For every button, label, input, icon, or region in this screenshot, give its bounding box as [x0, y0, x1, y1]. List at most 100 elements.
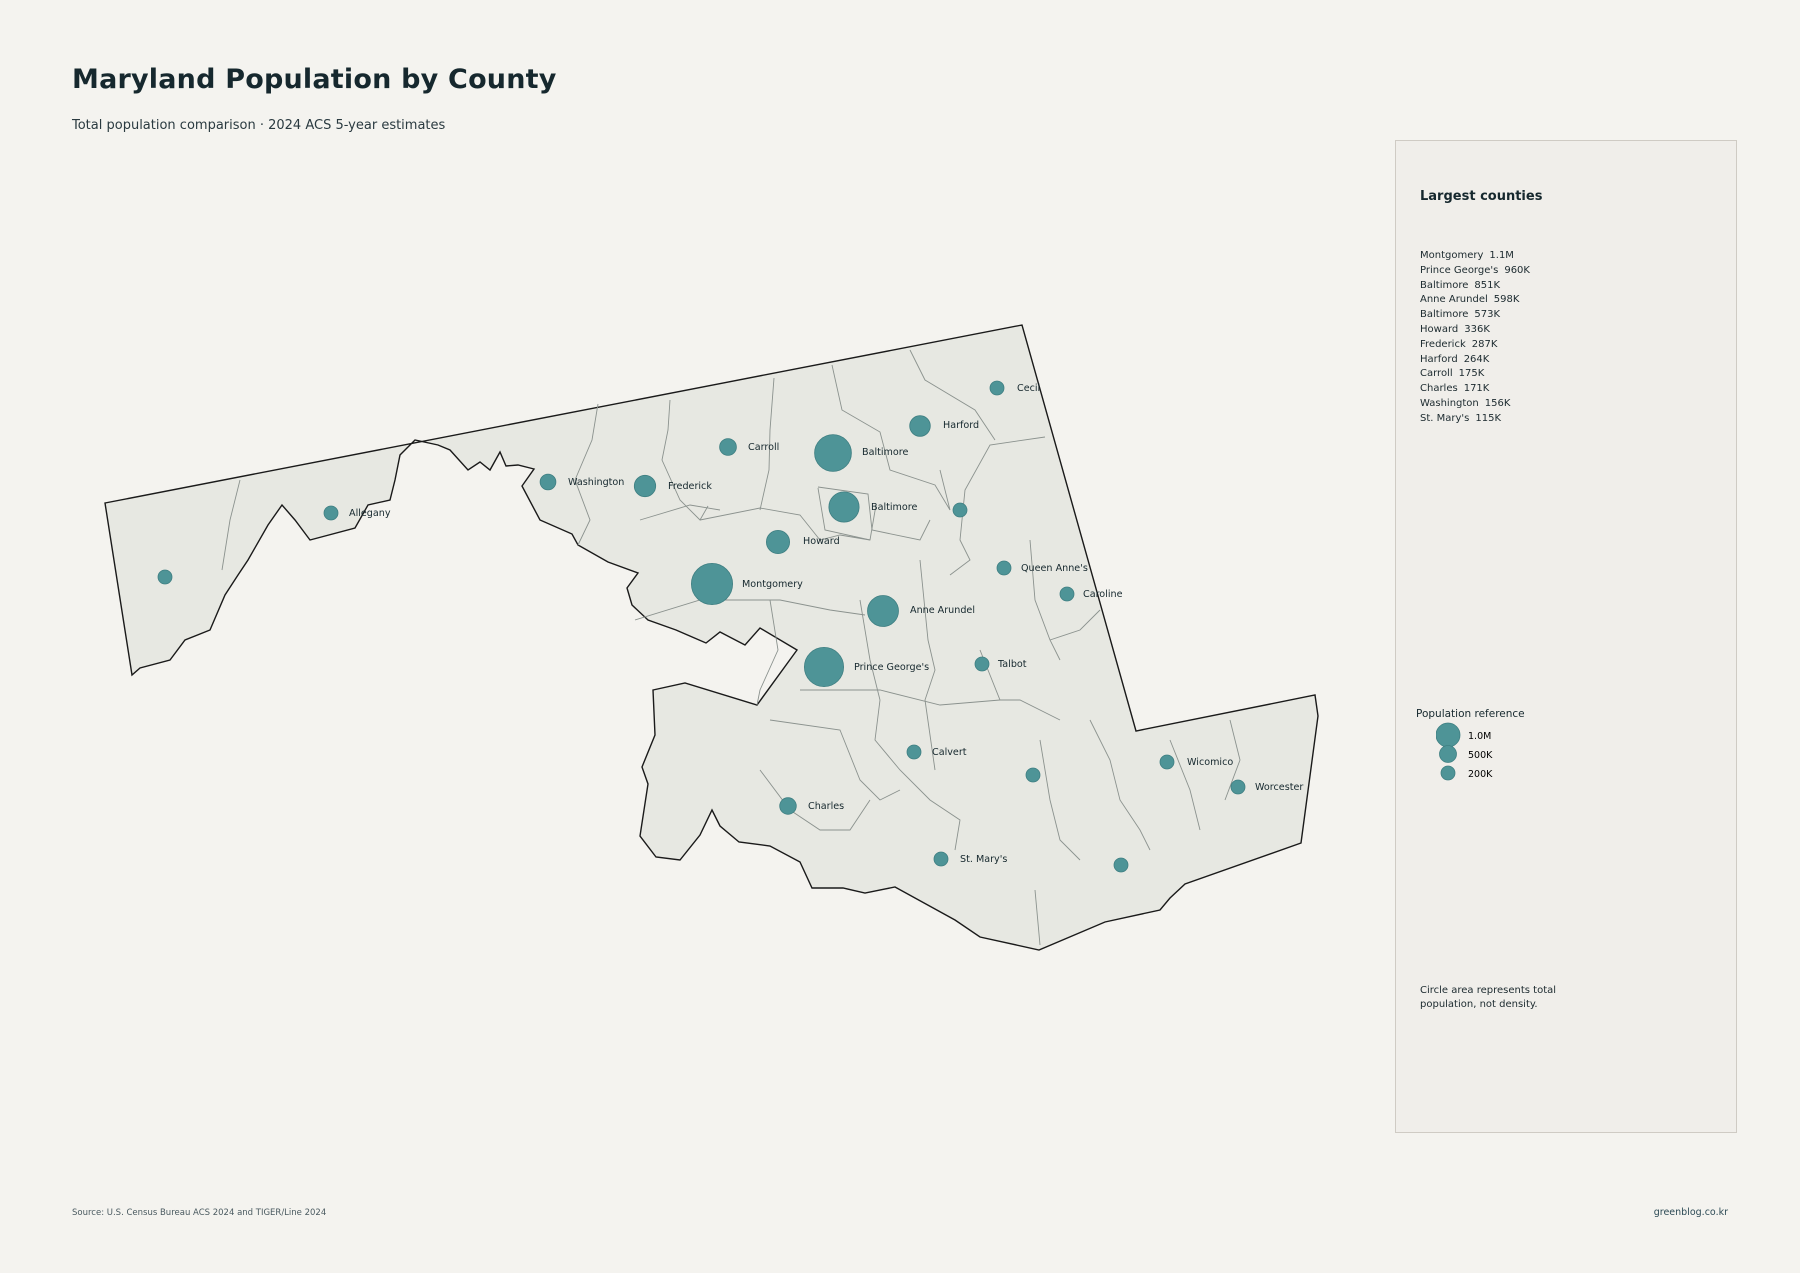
county-bubble[interactable]: Washington	[539, 473, 624, 491]
county-name: St. Mary's	[1420, 412, 1470, 424]
reference-label: 500K	[1468, 750, 1493, 761]
county-bubble[interactable]: Caroline	[1059, 586, 1123, 602]
reference-circle	[1436, 722, 1461, 748]
county-bubble-marker[interactable]	[804, 647, 845, 688]
county-bubble[interactable]: Carroll	[719, 438, 780, 456]
county-bubble-marker[interactable]	[1025, 767, 1041, 783]
county-bubble-marker[interactable]	[996, 560, 1012, 576]
county-bubble-marker[interactable]	[1059, 586, 1075, 602]
county-bubble[interactable]: Harford	[909, 415, 979, 437]
county-bubble-marker[interactable]	[1159, 754, 1175, 770]
county-name: Montgomery	[1420, 250, 1484, 261]
county-population: 287K	[1471, 338, 1498, 350]
county-name: Prince George's	[1420, 264, 1499, 276]
county-bubble[interactable]: Wicomico	[1159, 754, 1233, 770]
county-name: Washington	[1420, 397, 1479, 409]
list-item: St. Mary's 115K	[1420, 412, 1530, 427]
reference-item: 200K	[1440, 765, 1493, 781]
county-bubble-label: Cecil	[1017, 383, 1040, 394]
list-item: Frederick 287K	[1420, 338, 1530, 353]
county-bubble[interactable]: Howard	[766, 530, 840, 555]
county-bubble[interactable]: Cecil	[989, 380, 1040, 396]
county-bubble-marker[interactable]	[867, 595, 899, 627]
county-bubble-marker[interactable]	[1230, 779, 1246, 795]
county-bubble-marker[interactable]	[828, 491, 860, 523]
county-bubble-marker[interactable]	[691, 563, 734, 606]
reference-label: 200K	[1468, 769, 1493, 780]
county-bubble[interactable]	[952, 502, 968, 518]
county-bubble-marker[interactable]	[719, 438, 737, 456]
county-bubble-label: St. Mary's	[960, 854, 1007, 865]
county-bubble[interactable]: Charles	[779, 797, 844, 815]
list-item: Harford 264K	[1420, 353, 1530, 368]
panel-title: Largest counties	[1420, 189, 1543, 204]
county-bubble-marker[interactable]	[906, 744, 922, 760]
credit-link[interactable]: greenblog.co.kr	[1653, 1207, 1728, 1218]
county-bubble-marker[interactable]	[909, 415, 931, 437]
county-bubble-marker[interactable]	[779, 797, 797, 815]
county-bubble-marker[interactable]	[766, 530, 791, 555]
county-population: 573K	[1474, 309, 1501, 321]
county-bubble-label: Allegany	[349, 508, 391, 519]
population-reference-legend: 1.0M 500K 200K	[1436, 722, 1493, 781]
county-bubble-label: Montgomery	[742, 579, 803, 590]
county-population: 264K	[1463, 353, 1490, 365]
county-bubble-marker[interactable]	[539, 473, 557, 491]
county-name: Frederick	[1420, 338, 1466, 350]
county-population: 851K	[1474, 279, 1501, 291]
list-item: Anne Arundel 598K	[1420, 293, 1530, 308]
county-bubble[interactable]: St. Mary's	[933, 851, 1007, 867]
county-bubble[interactable]: Baltimore	[828, 491, 918, 523]
county-bubble[interactable]: Worcester	[1230, 779, 1303, 795]
reference-label: 1.0M	[1468, 731, 1491, 742]
county-name: Charles	[1420, 383, 1458, 395]
county-bubble[interactable]	[1113, 857, 1129, 873]
county-name: Carroll	[1420, 368, 1453, 380]
county-bubble-marker[interactable]	[814, 434, 852, 472]
county-bubble[interactable]: Anne Arundel	[867, 595, 976, 627]
county-bubble[interactable]: Talbot	[974, 656, 1027, 672]
county-ranking-list: Montgomery 1.1M Prince George's 960K Balti…	[1420, 249, 1530, 427]
county-population: 156K	[1484, 397, 1511, 409]
county-bubble-marker[interactable]	[157, 569, 173, 585]
county-bubble[interactable]: Baltimore	[814, 434, 909, 472]
reference-circle	[1440, 765, 1456, 781]
state-outline	[104, 324, 1319, 951]
county-bubble-marker[interactable]	[633, 474, 657, 498]
list-item: Washington 156K	[1420, 397, 1530, 412]
county-bubble-label: Carroll	[748, 442, 779, 453]
county-bubble[interactable]: Allegany	[323, 505, 391, 521]
county-bubble[interactable]	[1025, 767, 1041, 783]
county-bubble[interactable]: Queen Anne's	[996, 560, 1088, 576]
list-item: Montgomery 1.1M	[1420, 249, 1530, 264]
legend-note: Circle area represents total population,…	[1420, 985, 1557, 1010]
county-bubble-marker[interactable]	[952, 502, 968, 518]
county-bubble-marker[interactable]	[323, 505, 339, 521]
county-bubble-label: Baltimore	[862, 447, 909, 458]
source-note: Source: U.S. Census Bureau ACS 2024 and …	[72, 1208, 327, 1218]
reference-circle	[1439, 745, 1457, 763]
map-subtitle: Total population comparison · 2024 ACS 5…	[72, 118, 446, 133]
county-name: Howard	[1420, 323, 1459, 335]
county-bubble-label: Baltimore	[871, 502, 918, 513]
county-bubble-marker[interactable]	[989, 380, 1005, 396]
county-bubble-marker[interactable]	[933, 851, 949, 867]
county-bubble-label: Prince George's	[854, 662, 929, 673]
county-bubble[interactable]: Prince George's	[804, 647, 929, 688]
county-bubble[interactable]: Montgomery	[691, 563, 803, 606]
county-bubble-label: Frederick	[668, 481, 712, 492]
county-bubble-label: Calvert	[932, 747, 967, 758]
county-bubble-marker[interactable]	[1113, 857, 1129, 873]
county-bubble[interactable]: Frederick	[633, 474, 712, 498]
county-population: 1.1M	[1489, 250, 1514, 261]
county-bubble-label: Caroline	[1083, 589, 1123, 600]
county-population: 171K	[1463, 383, 1490, 395]
county-bubble-marker[interactable]	[974, 656, 990, 672]
county-population: 175K	[1458, 368, 1485, 380]
county-population: 598K	[1493, 294, 1520, 306]
county-bubble[interactable]	[157, 569, 173, 585]
county-bubble[interactable]: Calvert	[906, 744, 967, 760]
county-bubble-label: Talbot	[997, 659, 1027, 670]
county-population: 336K	[1464, 323, 1490, 335]
